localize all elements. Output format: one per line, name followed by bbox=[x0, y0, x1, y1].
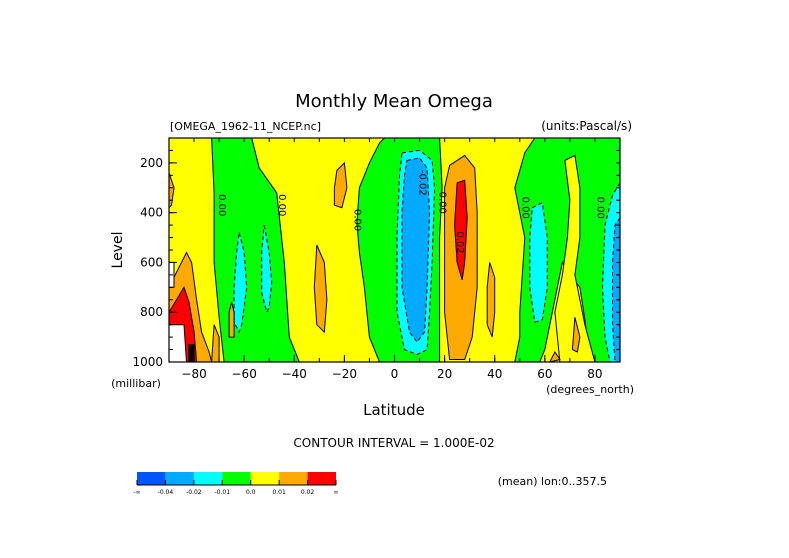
contour-label: 0.00 bbox=[351, 209, 362, 231]
colorbar-label: 0.0 bbox=[246, 489, 256, 496]
contour-label: 0.00 bbox=[437, 192, 448, 214]
x-tick-label: −60 bbox=[232, 367, 257, 381]
chart-title: Monthly Mean Omega bbox=[295, 91, 493, 112]
contour-region-cyan-nh-1 bbox=[529, 201, 548, 323]
x-tick-label: 80 bbox=[587, 367, 602, 381]
contour-label: 0.00 bbox=[216, 194, 227, 216]
contour-region-blue-nh-2 bbox=[612, 216, 620, 362]
contour-label: 0.00 bbox=[519, 197, 530, 219]
y-tick-label: 400 bbox=[140, 206, 163, 220]
axis-ticks: −80 −60 −40 −20 0 20 40 60 80 200 400 600 800 1000 bbox=[132, 137, 621, 381]
contour-label: 0.02 bbox=[454, 231, 465, 253]
colorbar-label: 0.01 bbox=[272, 489, 286, 496]
y-tick-label: 800 bbox=[140, 305, 163, 319]
colorbar-swatch bbox=[250, 472, 280, 485]
file-label: [OMEGA_1962-11_NCEP.nc] bbox=[170, 120, 321, 133]
y-tick-label: 1000 bbox=[132, 355, 163, 369]
x-tick-label: 60 bbox=[537, 367, 552, 381]
colorbar-label: -∞ bbox=[133, 489, 140, 496]
contour-region-cyan-sh-2 bbox=[261, 225, 273, 314]
x-tick-label: 40 bbox=[487, 367, 502, 381]
colorbar-label: -0.04 bbox=[158, 489, 174, 496]
colorbar: -∞ -0.04 -0.02 -0.01 0.0 0.01 0.02 ∞ bbox=[133, 472, 339, 496]
contour-region-orange-nh-bot bbox=[549, 351, 561, 362]
contour-region-cyan-sh-1 bbox=[233, 232, 248, 334]
contour-label: 0.00 bbox=[276, 194, 287, 216]
mean-annotation: (mean) lon:0..357.5 bbox=[498, 475, 607, 488]
contour-region-orange-sh-3 bbox=[228, 302, 235, 338]
colorbar-label: -0.02 bbox=[186, 489, 202, 496]
colorbar-swatch bbox=[137, 472, 166, 485]
contour-labels: 0.00 0.00 0.00 -0.02 0.00 0.02 0.00 0.00 bbox=[216, 170, 605, 254]
colorbar-label: ∞ bbox=[334, 489, 339, 496]
plot-area bbox=[169, 138, 620, 362]
x-tick-label: 20 bbox=[437, 367, 452, 381]
x-tick-label: −80 bbox=[181, 367, 206, 381]
contour-region-orange-nh-low bbox=[486, 262, 496, 338]
contour-region-orange-sh-5 bbox=[333, 161, 348, 209]
colorbar-label: 0.02 bbox=[301, 489, 315, 496]
colorbar-label: -0.01 bbox=[215, 489, 231, 496]
contour-region-red-nh-sub bbox=[454, 179, 468, 281]
colorbar-swatch bbox=[193, 472, 223, 485]
contour-interval: CONTOUR INTERVAL = 1.000E-02 bbox=[293, 436, 494, 450]
colorbar-swatch bbox=[222, 472, 251, 485]
contour-label: 0.00 bbox=[594, 197, 605, 219]
contour-region-black-terrain bbox=[188, 344, 195, 362]
colorbar-swatch bbox=[307, 472, 336, 485]
colorbar-swatch bbox=[279, 472, 308, 485]
contour-label: -0.02 bbox=[417, 170, 428, 196]
x-tick-label: −40 bbox=[282, 367, 307, 381]
x-axis-label: Latitude bbox=[363, 401, 425, 419]
y-tick-label: 200 bbox=[140, 156, 163, 170]
contour-region-green-band-sh bbox=[211, 138, 300, 362]
contour-region-blue-eq bbox=[401, 157, 431, 343]
y-tick-label: 600 bbox=[140, 255, 163, 269]
contour-region-orange-nh-hi bbox=[571, 317, 581, 353]
y-axis-label: Level bbox=[110, 232, 126, 269]
units-label: (units:Pascal/s) bbox=[541, 119, 632, 133]
contour-region-orange-sh-4 bbox=[313, 244, 328, 334]
y-axis-units: (millibar) bbox=[111, 377, 161, 390]
x-tick-label: 0 bbox=[391, 367, 399, 381]
contour-region-orange-sh-2 bbox=[211, 324, 220, 362]
contour-region-white-missing-2 bbox=[169, 324, 188, 362]
contour-region-yellow-nh-ridge bbox=[554, 154, 596, 362]
contour-region-orange-sh-upper bbox=[169, 172, 175, 209]
colorbar-swatch bbox=[165, 472, 194, 485]
x-axis-units: (degrees_north) bbox=[546, 383, 634, 396]
x-tick-label: −20 bbox=[332, 367, 357, 381]
